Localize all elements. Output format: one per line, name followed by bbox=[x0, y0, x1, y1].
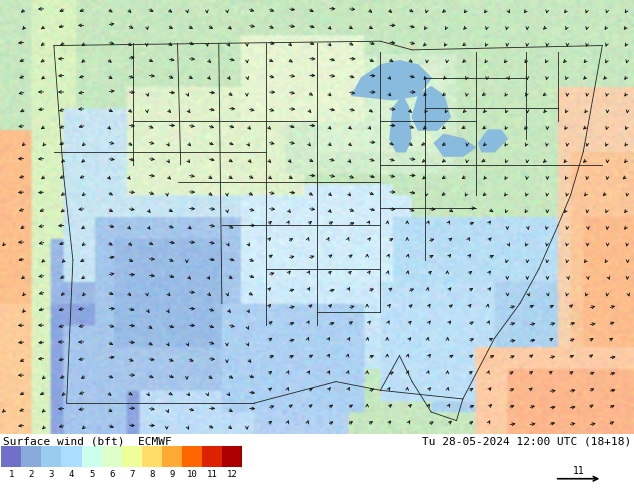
Bar bbox=[1, 446, 22, 467]
Polygon shape bbox=[479, 130, 507, 152]
Bar bbox=[22, 446, 41, 467]
Bar bbox=[222, 446, 242, 467]
Text: 7: 7 bbox=[129, 470, 134, 479]
Text: 10: 10 bbox=[186, 470, 197, 479]
Bar bbox=[162, 446, 182, 467]
Polygon shape bbox=[434, 134, 476, 156]
Text: Tu 28-05-2024 12:00 UTC (18+18): Tu 28-05-2024 12:00 UTC (18+18) bbox=[422, 437, 631, 446]
Polygon shape bbox=[352, 61, 431, 100]
FancyArrow shape bbox=[242, 446, 253, 467]
Polygon shape bbox=[390, 96, 411, 152]
Bar bbox=[142, 446, 162, 467]
Text: 2: 2 bbox=[29, 470, 34, 479]
Text: 6: 6 bbox=[109, 470, 114, 479]
Text: 12: 12 bbox=[227, 470, 238, 479]
Bar bbox=[41, 446, 61, 467]
Bar bbox=[61, 446, 82, 467]
Text: 11: 11 bbox=[573, 466, 585, 476]
Bar bbox=[122, 446, 142, 467]
Text: 9: 9 bbox=[169, 470, 174, 479]
Text: 4: 4 bbox=[69, 470, 74, 479]
Bar bbox=[101, 446, 122, 467]
Text: 3: 3 bbox=[49, 470, 54, 479]
Text: 1: 1 bbox=[9, 470, 14, 479]
Text: 11: 11 bbox=[207, 470, 217, 479]
Bar bbox=[202, 446, 222, 467]
Bar bbox=[182, 446, 202, 467]
Bar bbox=[82, 446, 101, 467]
Text: 8: 8 bbox=[149, 470, 155, 479]
Polygon shape bbox=[412, 87, 450, 130]
Text: 5: 5 bbox=[89, 470, 94, 479]
Text: Surface wind (bft)  ECMWF: Surface wind (bft) ECMWF bbox=[3, 437, 172, 446]
